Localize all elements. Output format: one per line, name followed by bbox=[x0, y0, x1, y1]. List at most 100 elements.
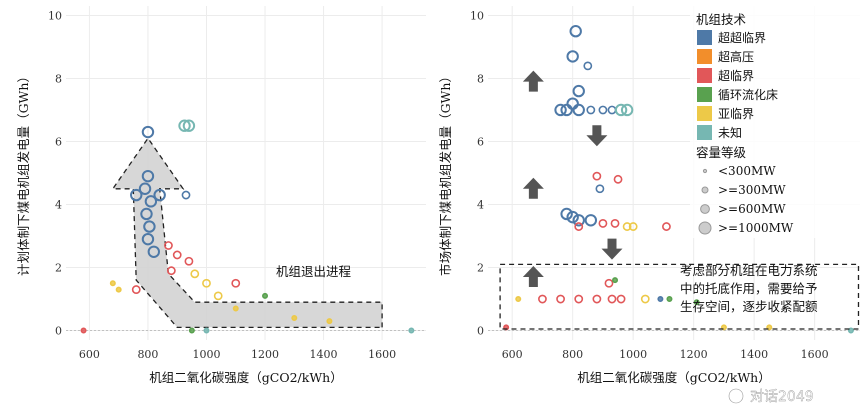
data-point bbox=[203, 327, 210, 334]
y-tick-label: 8 bbox=[55, 72, 62, 85]
data-point bbox=[184, 256, 194, 266]
data-point bbox=[560, 207, 573, 221]
data-point bbox=[572, 103, 585, 117]
data-point bbox=[141, 232, 155, 246]
y-tick-label: 2 bbox=[477, 262, 484, 275]
data-point bbox=[141, 125, 155, 139]
legend-swatch bbox=[697, 106, 712, 121]
data-point bbox=[574, 222, 584, 231]
data-point bbox=[566, 50, 579, 63]
data-point bbox=[662, 222, 671, 231]
legend-size-label: >=300MW bbox=[718, 183, 786, 197]
right-points bbox=[503, 25, 854, 334]
data-point bbox=[153, 188, 166, 202]
data-point bbox=[80, 327, 87, 334]
left-panel: 机组退出进程 600 800 1000 1200 1400 1600 0 2 4 6 8 10 机组… bbox=[16, 6, 426, 385]
y-tick-label: 4 bbox=[477, 199, 484, 212]
data-point bbox=[612, 277, 619, 284]
legend-title-capacity: 容量等级 bbox=[696, 145, 747, 160]
x-tick-label: 600 bbox=[79, 348, 100, 361]
legend-size-marker bbox=[702, 168, 708, 174]
data-point bbox=[115, 286, 122, 293]
data-point bbox=[262, 292, 269, 299]
x-tick-label: 1400 bbox=[740, 348, 768, 361]
x-tick-label: 1200 bbox=[680, 348, 708, 361]
data-point bbox=[202, 278, 211, 288]
data-point bbox=[131, 285, 141, 294]
legend-size-label: >=600MW bbox=[718, 202, 786, 216]
data-point bbox=[604, 278, 614, 288]
watermark: 对话2049 bbox=[728, 388, 814, 405]
legend-label: 亚临界 bbox=[718, 107, 754, 121]
data-point bbox=[178, 119, 191, 132]
legend-size-label: <300MW bbox=[718, 164, 776, 178]
data-point bbox=[592, 294, 602, 304]
legend-size-marker bbox=[700, 204, 710, 214]
data-point bbox=[693, 299, 700, 306]
legend-swatch bbox=[697, 125, 712, 140]
data-point bbox=[574, 294, 584, 304]
arrow-up bbox=[522, 70, 544, 92]
x-tick-label: 1000 bbox=[192, 348, 220, 361]
left-annotation-text: 机组退出进程 bbox=[276, 264, 352, 279]
arrow-down bbox=[586, 125, 608, 147]
data-point bbox=[614, 103, 628, 117]
y-tick-label: 0 bbox=[477, 325, 484, 338]
data-point bbox=[554, 103, 567, 117]
data-point bbox=[622, 222, 632, 231]
data-point bbox=[610, 219, 620, 228]
x-tick-label: 1600 bbox=[801, 348, 829, 361]
data-point bbox=[181, 190, 191, 200]
right-x-ticks: 600 800 1000 1200 1400 1600 bbox=[502, 348, 829, 361]
right-y-ticks: 0 2 4 6 8 10 bbox=[470, 9, 484, 337]
data-point bbox=[138, 182, 152, 195]
data-point bbox=[640, 294, 650, 304]
y-tick-label: 8 bbox=[477, 72, 484, 85]
arrow-down bbox=[601, 238, 623, 260]
y-tick-label: 0 bbox=[55, 325, 62, 338]
arrow-up bbox=[522, 265, 544, 287]
data-point bbox=[166, 266, 176, 276]
left-y-axis-label: 计划体制下煤电机组发电量（GWh） bbox=[16, 70, 31, 276]
data-point bbox=[130, 188, 143, 202]
legend-size-marker bbox=[698, 221, 712, 235]
data-point bbox=[556, 294, 565, 304]
y-tick-label: 4 bbox=[55, 199, 62, 212]
data-point bbox=[291, 314, 298, 321]
left-annotations bbox=[111, 137, 383, 329]
x-tick-label: 1600 bbox=[368, 348, 396, 361]
data-point bbox=[213, 291, 223, 301]
legend-size-label: >=1000MW bbox=[718, 221, 794, 235]
data-point bbox=[595, 184, 605, 194]
data-point bbox=[847, 327, 854, 334]
legend-label: 未知 bbox=[718, 126, 742, 140]
y-tick-label: 6 bbox=[55, 135, 62, 148]
data-point bbox=[172, 250, 182, 260]
data-point bbox=[182, 119, 196, 132]
data-point bbox=[109, 280, 116, 287]
exit-arrow-outline bbox=[111, 137, 383, 329]
data-point bbox=[657, 296, 664, 303]
annotation-line: 考虑部分机组在电力系统 bbox=[680, 263, 818, 278]
arrow-up bbox=[522, 177, 544, 199]
data-point bbox=[232, 305, 239, 312]
x-tick-label: 1400 bbox=[310, 348, 338, 361]
data-point bbox=[616, 294, 626, 304]
data-point bbox=[515, 296, 522, 303]
y-tick-label: 10 bbox=[470, 9, 484, 22]
data-point bbox=[666, 296, 673, 303]
left-points bbox=[80, 119, 415, 334]
legend-label: 超高压 bbox=[718, 49, 754, 64]
legend-label: 超超临界 bbox=[718, 30, 766, 45]
data-point bbox=[144, 195, 158, 208]
y-tick-label: 2 bbox=[55, 262, 62, 275]
data-point bbox=[188, 327, 195, 334]
legend-swatch bbox=[697, 68, 712, 83]
right-annotations bbox=[522, 70, 623, 287]
x-tick-label: 600 bbox=[502, 348, 523, 361]
legend-label: 循环流化床 bbox=[718, 88, 778, 102]
legend-swatch bbox=[697, 87, 712, 102]
